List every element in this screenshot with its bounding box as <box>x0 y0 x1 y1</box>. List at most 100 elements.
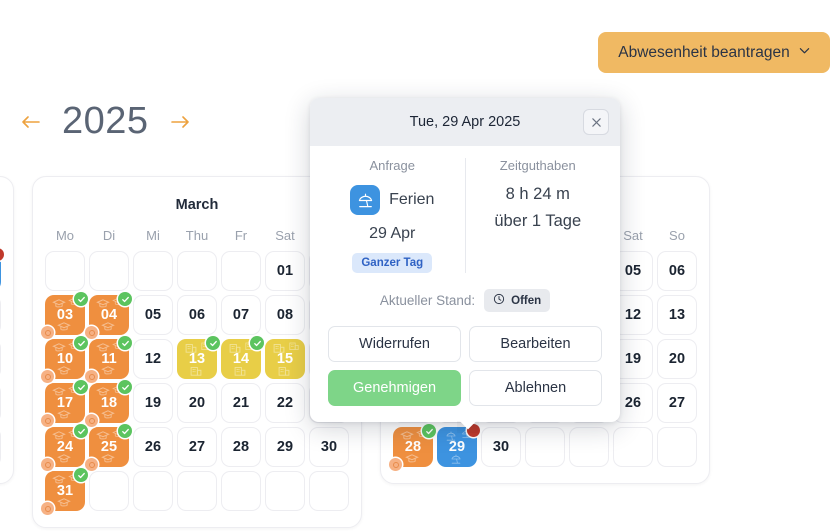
weekday-label: Sat <box>623 228 643 243</box>
day-cell[interactable]: 12 <box>133 339 173 379</box>
day-cell[interactable]: 08 <box>265 295 305 335</box>
secondary-status-icon <box>41 370 54 383</box>
day-cell[interactable]: 11 <box>85 336 132 383</box>
edit-button[interactable]: Bearbeiten <box>469 326 602 362</box>
day-number: 28 <box>404 439 422 455</box>
day-cell[interactable]: 06 <box>657 251 697 291</box>
approve-button[interactable]: Genehmigen <box>328 370 461 406</box>
day-cell-empty <box>221 471 261 511</box>
day-cell[interactable]: 31 <box>41 468 88 515</box>
day-cell[interactable]: 30 <box>309 427 349 467</box>
day-cell[interactable]: 28 <box>221 427 261 467</box>
day-cell[interactable]: 24 <box>41 424 88 471</box>
status-row: Aktueller Stand: Offen <box>328 289 602 312</box>
days-grid: 0102030405060708091011121314151617181920… <box>41 251 349 515</box>
approved-check-icon <box>118 380 132 394</box>
day-cell[interactable]: 06 <box>177 295 217 335</box>
graduation-cap-icon <box>45 471 85 511</box>
day-cell[interactable]: 18 <box>85 380 132 427</box>
day-cell-empty <box>89 251 129 291</box>
day-number: 10 <box>56 351 74 367</box>
day-number: 27 <box>668 395 686 411</box>
weekday-label: Mo <box>55 228 75 243</box>
days-grid: 02091623 <box>0 248 4 467</box>
approved-check-icon <box>250 336 264 350</box>
day-cell-empty <box>309 471 349 511</box>
day-cell[interactable]: 16 <box>0 339 1 379</box>
day-number: 22 <box>276 395 294 411</box>
day-cell-empty <box>45 251 85 291</box>
weekday-label: Fr <box>234 228 248 243</box>
day-number: 29 <box>448 439 466 455</box>
day-number: 06 <box>188 307 206 323</box>
day-cell[interactable]: 22 <box>265 383 305 423</box>
secondary-status-icon <box>389 458 402 471</box>
parasol-icon <box>350 185 381 215</box>
day-cell[interactable]: 30 <box>481 427 521 467</box>
approved-check-icon <box>74 336 88 350</box>
day-cell[interactable]: 03 <box>41 292 88 339</box>
day-number: 07 <box>232 307 250 323</box>
day-number: 06 <box>668 263 686 279</box>
day-cell[interactable]: 19 <box>133 383 173 423</box>
calendar-month-title <box>0 197 1 213</box>
day-cell[interactable]: 15 <box>265 339 305 379</box>
day-number: 04 <box>100 307 118 323</box>
request-absence-button[interactable]: Abwesenheit beantragen <box>598 32 830 73</box>
calendar-month-title: March <box>175 197 219 213</box>
absence-detail-popover: Tue, 29 Apr 2025 Anfrage <box>310 98 620 422</box>
day-cell[interactable]: 13 <box>657 295 697 335</box>
day-cell[interactable]: 04 <box>85 292 132 339</box>
day-cell[interactable]: 26 <box>133 427 173 467</box>
day-cell[interactable]: 10 <box>41 336 88 383</box>
day-number: 14 <box>232 351 250 367</box>
day-cell[interactable]: 29 <box>437 424 480 467</box>
day-number: 26 <box>144 439 162 455</box>
day-cell[interactable]: 27 <box>177 427 217 467</box>
weekday-header-row: MoDiMiThuFrSatSo <box>45 225 349 247</box>
weekday-label: Di <box>102 228 116 243</box>
day-cell[interactable]: 01 <box>265 251 305 291</box>
day-cell[interactable]: 05 <box>133 295 173 335</box>
approved-check-icon <box>118 292 132 306</box>
absence-type-row: Ferien <box>328 185 457 215</box>
day-cell[interactable]: 17 <box>41 380 88 427</box>
day-cell[interactable]: 09 <box>0 295 1 335</box>
day-cell[interactable]: 23 <box>0 383 1 423</box>
day-cell[interactable]: 02 <box>0 248 4 291</box>
day-number: 05 <box>624 263 642 279</box>
day-cell[interactable]: 20 <box>177 383 217 423</box>
day-number: 20 <box>188 395 206 411</box>
arrow-right-icon[interactable] <box>167 109 193 135</box>
day-cell[interactable]: 29 <box>265 427 305 467</box>
approved-check-icon <box>74 424 88 438</box>
day-cell[interactable]: 20 <box>657 339 697 379</box>
year-navigation: 2025 <box>18 100 193 143</box>
graduation-cap-icon <box>393 427 433 467</box>
day-cell-empty <box>657 427 697 467</box>
day-number: 17 <box>56 395 74 411</box>
decline-button[interactable]: Ablehnen <box>469 370 602 406</box>
arrow-left-icon[interactable] <box>18 109 44 135</box>
day-cell[interactable]: 14 <box>221 336 264 379</box>
revoke-button[interactable]: Widerrufen <box>328 326 461 362</box>
balance-amount: 8 h 24 m <box>505 185 570 203</box>
day-number: 01 <box>276 263 294 279</box>
day-number: 12 <box>624 307 642 323</box>
graduation-cap-icon <box>45 383 85 423</box>
day-cell[interactable]: 27 <box>657 383 697 423</box>
day-cell[interactable]: 25 <box>85 424 132 471</box>
close-icon[interactable] <box>583 109 609 135</box>
day-cell[interactable]: 13 <box>177 336 220 379</box>
weekday-label: Sat <box>275 228 295 243</box>
day-cell-empty <box>89 471 129 511</box>
day-cell[interactable]: 21 <box>221 383 261 423</box>
page-title: 2025 <box>62 100 149 142</box>
request-column: Anfrage Ferien 29 Apr <box>328 158 465 273</box>
day-cell[interactable]: 07 <box>221 295 261 335</box>
day-number: 15 <box>276 351 294 367</box>
secondary-status-icon <box>41 414 54 427</box>
day-cell[interactable]: 28 <box>389 424 436 471</box>
allday-badge: Ganzer Tag <box>352 253 433 273</box>
day-number: 19 <box>144 395 162 411</box>
